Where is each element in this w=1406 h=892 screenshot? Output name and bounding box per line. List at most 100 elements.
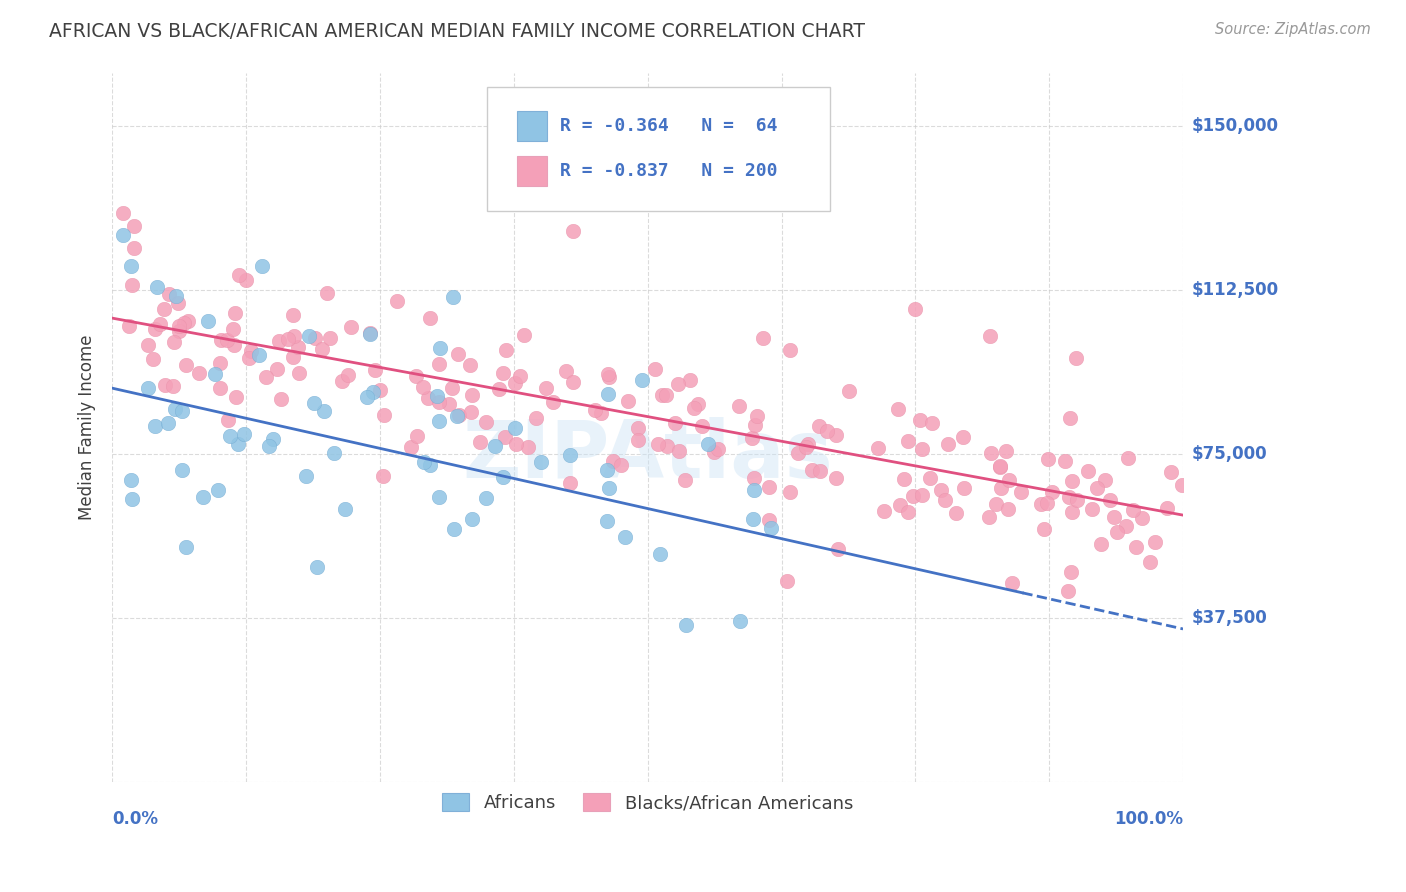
Point xyxy=(517,440,540,454)
Point xyxy=(427,414,450,428)
Point xyxy=(322,445,344,459)
Point xyxy=(167,324,190,338)
Point xyxy=(742,512,765,526)
Point xyxy=(541,394,564,409)
Point xyxy=(503,376,526,391)
Point xyxy=(1077,464,1099,478)
Point xyxy=(990,481,1012,495)
Point xyxy=(911,488,934,502)
Point xyxy=(602,454,624,468)
Point xyxy=(1122,502,1144,516)
Point xyxy=(311,342,333,356)
Point xyxy=(1059,410,1081,425)
Point xyxy=(173,316,195,330)
Point xyxy=(591,406,613,420)
Point xyxy=(111,227,134,242)
Point xyxy=(224,306,246,320)
Point xyxy=(295,468,318,483)
Point xyxy=(475,415,498,429)
Point xyxy=(897,505,920,519)
Point xyxy=(893,472,915,486)
Point xyxy=(596,463,619,477)
Point xyxy=(405,369,427,384)
Point xyxy=(1156,500,1178,515)
Point xyxy=(994,443,1017,458)
Point xyxy=(170,404,193,418)
Point xyxy=(977,509,1000,524)
Text: R = -0.364   N =  64: R = -0.364 N = 64 xyxy=(560,117,778,136)
Point xyxy=(1160,465,1182,479)
Point xyxy=(492,470,515,484)
Point xyxy=(758,480,780,494)
Point xyxy=(911,442,934,456)
Point xyxy=(1033,522,1056,536)
Point xyxy=(427,357,450,371)
Point xyxy=(228,268,250,282)
Point xyxy=(779,485,801,500)
Point xyxy=(197,314,219,328)
Point xyxy=(413,455,436,469)
Point xyxy=(524,410,547,425)
Point xyxy=(1062,474,1084,488)
Point xyxy=(918,470,941,484)
Point xyxy=(901,489,924,503)
Point xyxy=(647,436,669,450)
Point xyxy=(204,367,226,381)
Point xyxy=(1081,502,1104,516)
Point xyxy=(120,473,142,487)
Point xyxy=(447,409,470,423)
Point xyxy=(1010,485,1032,500)
Point xyxy=(952,430,974,444)
Point xyxy=(136,338,159,352)
Point xyxy=(359,327,381,342)
Point xyxy=(747,409,769,424)
Point xyxy=(121,492,143,507)
Point xyxy=(488,382,510,396)
Text: 0.0%: 0.0% xyxy=(112,810,159,828)
Y-axis label: Median Family Income: Median Family Income xyxy=(79,334,96,520)
Point xyxy=(1066,493,1088,508)
Point xyxy=(562,375,585,389)
Point xyxy=(1036,495,1059,509)
Point xyxy=(759,521,782,535)
Point xyxy=(429,395,451,409)
Point xyxy=(786,445,808,459)
Point xyxy=(209,381,232,395)
Point xyxy=(776,574,799,588)
Point xyxy=(555,363,578,377)
Point xyxy=(167,295,190,310)
Point xyxy=(319,331,342,345)
Text: AFRICAN VS BLACK/AFRICAN AMERICAN MEDIAN FAMILY INCOME CORRELATION CHART: AFRICAN VS BLACK/AFRICAN AMERICAN MEDIAN… xyxy=(49,22,865,41)
Point xyxy=(416,391,439,405)
Point xyxy=(495,343,517,357)
Point xyxy=(207,483,229,497)
Point xyxy=(361,385,384,400)
Point xyxy=(666,377,689,392)
Point xyxy=(441,289,464,303)
Point xyxy=(558,448,581,462)
Point xyxy=(187,366,209,380)
Point xyxy=(503,421,526,435)
Point xyxy=(1125,540,1147,554)
Point xyxy=(980,445,1002,459)
Text: $75,000: $75,000 xyxy=(1191,445,1267,463)
Point xyxy=(247,348,270,362)
Point xyxy=(952,481,974,495)
Point xyxy=(794,441,817,455)
Point xyxy=(494,430,516,444)
Point xyxy=(461,512,484,526)
Point xyxy=(596,514,619,528)
Point xyxy=(627,434,650,448)
Point xyxy=(683,401,706,416)
Point xyxy=(1098,493,1121,508)
Point xyxy=(1064,351,1087,365)
Point xyxy=(1040,484,1063,499)
Point xyxy=(598,369,620,384)
Point xyxy=(143,322,166,336)
Text: $150,000: $150,000 xyxy=(1191,117,1278,135)
Point xyxy=(219,428,242,442)
Point xyxy=(136,381,159,395)
Point xyxy=(419,458,441,473)
Point xyxy=(429,341,451,355)
Point xyxy=(446,409,468,423)
